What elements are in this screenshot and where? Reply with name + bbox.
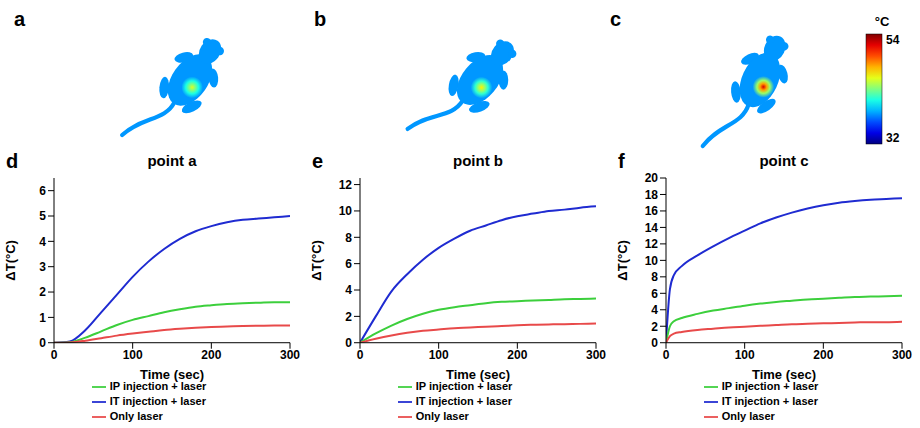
svg-text:32: 32 [886,131,900,145]
svg-text:0: 0 [663,348,670,362]
svg-text:20: 20 [645,172,659,185]
svg-text:12: 12 [645,237,659,251]
svg-text:ΔT(°C): ΔT(°C) [4,240,18,281]
svg-text:200: 200 [813,348,833,362]
svg-text:100: 100 [429,348,449,362]
svg-text:Time (sec): Time (sec) [446,367,510,382]
html-text:IP injection + laser: IP injection + laser [109,379,207,392]
svg-text:300: 300 [280,348,300,362]
svg-text:b: b [314,8,326,30]
svg-text:8: 8 [651,270,658,284]
svg-text:0: 0 [651,336,658,350]
html-text:IP injection + laser: IP injection + laser [415,379,513,392]
svg-text:0: 0 [357,348,364,362]
svg-text:100: 100 [735,348,755,362]
svg-text:ΔT(°C): ΔT(°C) [310,240,324,281]
svg-text:1: 1 [39,311,46,325]
svg-text:°C: °C [875,14,890,29]
html-text:IT injection + laser: IT injection + laser [415,394,512,407]
html-text:f: f [618,150,625,172]
html-text:IT injection + laser: IT injection + laser [109,394,206,407]
svg-text:Time (sec): Time (sec) [752,367,816,382]
svg-text:2: 2 [651,320,658,334]
svg-text:12: 12 [339,178,353,192]
html-text:d: d [6,150,19,172]
html-text:IP injection + laser: IP injection + laser [721,379,819,392]
svg-text:100: 100 [123,348,143,362]
svg-text:16: 16 [645,204,659,218]
svg-text:6: 6 [345,257,352,271]
html-text:e: e [312,150,324,172]
svg-text:54: 54 [886,33,900,47]
svg-text:200: 200 [507,348,527,362]
svg-text:5: 5 [39,209,46,223]
html-text:Only laser: Only laser [415,409,469,422]
svg-text:4: 4 [345,283,352,297]
svg-text:300: 300 [586,348,606,362]
svg-text:2: 2 [39,285,46,299]
svg-text:300: 300 [892,348,912,362]
html-text:point c: point c [759,152,809,169]
html-text:Only laser: Only laser [109,409,163,422]
html-text:point b: point b [453,152,503,169]
svg-text:0: 0 [51,348,58,362]
html-text:point a: point a [147,152,197,169]
svg-text:c: c [610,8,621,30]
svg-text:0: 0 [39,336,46,350]
svg-text:4: 4 [651,303,658,317]
svg-text:4: 4 [39,235,46,249]
svg-text:10: 10 [339,204,353,218]
svg-text:a: a [14,8,26,30]
svg-text:8: 8 [345,231,352,245]
svg-text:2: 2 [345,310,352,324]
svg-text:Time (sec): Time (sec) [140,367,204,382]
svg-text:200: 200 [201,348,221,362]
svg-text:18: 18 [645,188,659,202]
html-text:Only laser: Only laser [721,409,775,422]
svg-text:0: 0 [345,336,352,350]
svg-text:3: 3 [39,260,46,274]
svg-text:6: 6 [39,184,46,198]
svg-text:14: 14 [645,221,659,235]
svg-text:6: 6 [651,287,658,301]
svg-text:10: 10 [645,254,659,268]
html-text:IT injection + laser: IT injection + laser [721,394,818,407]
svg-text:ΔT(°C): ΔT(°C) [616,240,630,281]
